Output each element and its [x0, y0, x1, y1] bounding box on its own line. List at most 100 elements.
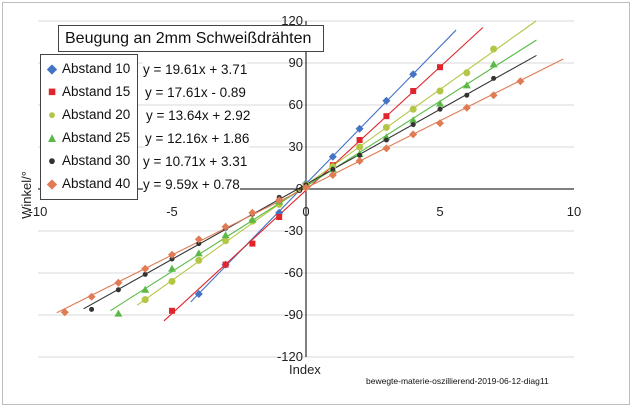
x-tick-label: 5	[436, 204, 443, 219]
dot-marker-icon: ●	[47, 153, 57, 169]
data-point	[357, 152, 363, 158]
data-point	[141, 296, 149, 304]
data-point	[436, 99, 444, 107]
data-point	[330, 166, 336, 172]
data-point	[114, 278, 123, 287]
data-point	[356, 143, 364, 151]
data-point	[409, 116, 418, 124]
data-point	[356, 137, 363, 143]
data-point	[115, 287, 121, 293]
data-point	[436, 87, 444, 95]
y-tick-label: -60	[284, 265, 303, 280]
data-point	[275, 196, 284, 205]
y-tick-label: 60	[289, 97, 303, 112]
data-point	[383, 113, 390, 120]
data-point	[248, 208, 257, 217]
data-point	[221, 222, 230, 231]
trendline-equation: y = 12.16x + 1.86	[145, 130, 250, 148]
data-point	[194, 290, 203, 298]
y-tick-label: 0	[296, 181, 303, 196]
legend-entry: ◆ Abstand 10	[45, 59, 131, 79]
data-points	[60, 45, 525, 317]
y-tick-label: -90	[284, 307, 303, 322]
data-point	[114, 309, 123, 317]
data-point	[463, 69, 471, 77]
data-point	[382, 144, 391, 153]
data-point	[276, 214, 283, 220]
data-point	[196, 241, 202, 247]
square-marker-icon: ■	[47, 84, 57, 100]
data-point	[410, 122, 416, 128]
tick-labels: -10 -5 0 5 10 -120 -90 -60 -30 0 30 60 90 120	[29, 13, 582, 364]
y-tick-label: 30	[289, 139, 303, 154]
trendline-equation: y = 17.61x - 0.89	[145, 84, 246, 102]
data-point	[462, 103, 471, 112]
legend-label: Abstand 10	[62, 61, 131, 76]
y-tick-label: 90	[289, 55, 303, 70]
data-point	[355, 124, 364, 133]
data-point	[194, 235, 203, 244]
data-point	[248, 215, 257, 223]
data-point	[489, 60, 498, 68]
legend-label: Abstand 25	[62, 130, 131, 145]
data-point	[141, 285, 150, 293]
data-point	[491, 75, 497, 81]
data-point	[383, 137, 389, 143]
data-point	[302, 183, 310, 192]
data-point	[328, 171, 337, 179]
data-point	[382, 133, 391, 141]
data-point	[169, 256, 175, 262]
legend-label: Abstand 15	[62, 84, 131, 99]
legend-entry: ◆ Abstand 40	[45, 174, 131, 194]
legend-entry: ▲ Abstand 25	[45, 128, 130, 148]
data-point	[249, 240, 256, 247]
data-point	[89, 306, 95, 312]
data-point	[169, 307, 175, 314]
data-point	[168, 277, 176, 285]
data-point	[168, 250, 176, 259]
data-point	[142, 271, 148, 277]
data-point	[464, 92, 470, 98]
diamond-marker-icon: ◆	[46, 61, 58, 77]
data-point	[490, 45, 498, 53]
trendline-equation: y = 13.64x + 2.92	[146, 107, 251, 125]
x-tick-label: 10	[567, 204, 581, 219]
trendline	[136, 20, 537, 306]
y-tick-label: 120	[281, 13, 303, 28]
trendline-equation: y = 10.71x + 3.31	[143, 153, 248, 171]
data-point	[355, 157, 364, 165]
legend-entry: ● Abstand 20	[45, 105, 130, 125]
chart-title: Beugung an 2mm Schweißdrähten	[58, 25, 324, 52]
trendline	[83, 54, 537, 310]
x-tick-label: 0	[302, 204, 309, 219]
data-point	[437, 106, 443, 112]
data-point	[328, 152, 337, 161]
legend: ◆ Abstand 10 ■ Abstand 15 ● Abstand 20 ▲…	[40, 54, 138, 200]
triangle-marker-icon: ▲	[45, 130, 59, 146]
data-point	[222, 261, 229, 268]
data-point	[489, 91, 498, 100]
trendline-equation: y = 9.59x + 0.78	[143, 176, 240, 194]
data-point	[382, 96, 391, 105]
data-point	[87, 292, 96, 301]
data-point	[409, 130, 418, 139]
diamond-marker-icon: ◆	[46, 176, 58, 192]
data-point	[168, 264, 176, 272]
data-point	[195, 256, 203, 264]
data-point	[437, 64, 443, 71]
x-tick-label: -10	[29, 204, 48, 219]
source-note: bewegte-materie-oszillierend-2019-06-12-…	[366, 376, 549, 386]
data-point	[60, 308, 69, 317]
y-tick-label: -30	[284, 223, 303, 238]
trendline-equation: y = 19.61x + 3.71	[143, 61, 248, 79]
x-tick-label: -5	[166, 204, 178, 219]
data-point	[222, 237, 230, 245]
trendline	[56, 58, 564, 314]
legend-label: Abstand 30	[62, 153, 131, 168]
y-axis-label: Winkel/°	[19, 171, 34, 219]
data-point	[436, 119, 444, 128]
data-point	[141, 264, 150, 273]
data-point	[221, 231, 230, 239]
trendlines	[56, 20, 564, 322]
